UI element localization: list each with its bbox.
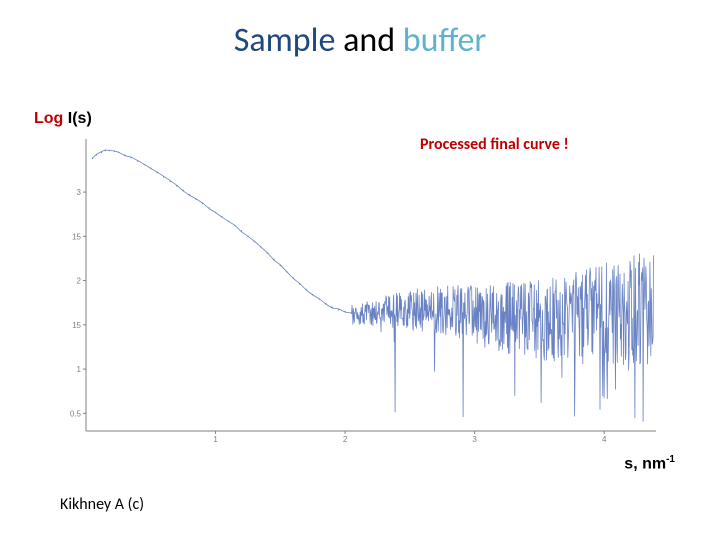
svg-text:3: 3 [77, 188, 82, 197]
svg-text:0.5: 0.5 [70, 409, 82, 418]
svg-text:15: 15 [72, 232, 81, 241]
svg-text:3: 3 [472, 435, 477, 444]
chart-svg: 1 2 3 4 0.5 1 15 2 15 3 [70, 135, 660, 445]
svg-text:4: 4 [602, 435, 607, 444]
credit-text: Kikhney A (c) [60, 495, 144, 514]
title-word-buffer: buffer [403, 20, 487, 61]
svg-text:2: 2 [343, 435, 348, 444]
ylabel-log: Log [34, 110, 63, 127]
slide: Sample and buffer Log I(s) Processed fin… [0, 0, 720, 540]
svg-text:15: 15 [72, 321, 81, 330]
slide-title: Sample and buffer [0, 20, 720, 61]
svg-text:1: 1 [77, 365, 82, 374]
y-axis-label: Log I(s) [34, 110, 92, 128]
xlabel-text: s, nm [624, 455, 666, 472]
x-axis-label: s, nm-1 [624, 454, 675, 473]
xlabel-sup: -1 [666, 454, 675, 465]
ylabel-main: I(s) [63, 110, 91, 127]
svg-text:1: 1 [213, 435, 218, 444]
title-word-sample: Sample [234, 20, 336, 61]
svg-text:2: 2 [77, 277, 82, 286]
title-word-and: and [343, 20, 395, 61]
saxs-chart: 1 2 3 4 0.5 1 15 2 15 3 [70, 135, 660, 445]
